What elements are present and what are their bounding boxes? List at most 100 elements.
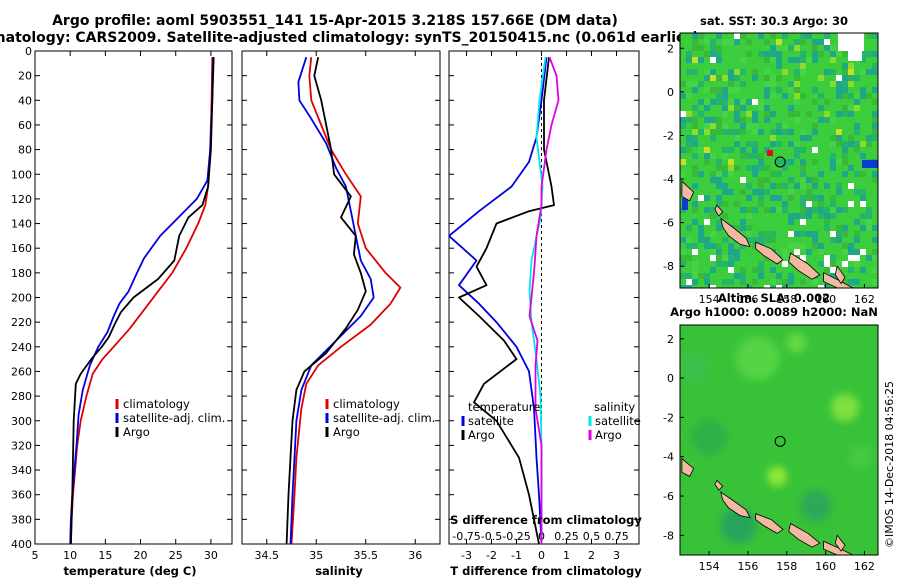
sst-cell — [758, 189, 764, 195]
sst-cell — [740, 189, 746, 195]
sst-cell — [788, 81, 794, 87]
sst-cell — [728, 81, 734, 87]
sst-cell — [698, 147, 704, 153]
sst-cell — [842, 225, 848, 231]
sst-cell — [848, 135, 854, 141]
sst-cell — [728, 171, 734, 177]
legend-label: climatology — [333, 397, 400, 411]
sst-cell — [692, 81, 698, 87]
difference-legend: temperature salinitysatelliteArgosatellit… — [461, 400, 641, 442]
sst-cell — [734, 165, 740, 171]
sst-cell — [722, 75, 728, 81]
sst-cell — [770, 45, 776, 51]
sst-cell — [848, 93, 854, 99]
sst-cell — [770, 51, 776, 57]
sst-cell — [716, 57, 722, 63]
sst-cell — [722, 87, 728, 93]
sst-cell — [764, 189, 770, 195]
sst-cell — [764, 93, 770, 99]
ytick-label: 160 — [11, 242, 32, 255]
sst-cell — [794, 57, 800, 63]
sst-cell — [680, 123, 686, 129]
sst-cell — [824, 33, 830, 39]
sst-cell — [734, 249, 740, 255]
sst-cell — [782, 207, 788, 213]
sst-cell — [812, 231, 818, 237]
sst-cell — [740, 273, 746, 279]
ytick-label: 220 — [11, 316, 32, 329]
sst-cell — [740, 147, 746, 153]
sst-cell — [722, 153, 728, 159]
sst-cell — [716, 261, 722, 267]
sla-blob — [848, 444, 873, 469]
series-line-t-argo — [458, 57, 555, 544]
sst-cell — [734, 99, 740, 105]
sst-cell — [740, 129, 746, 135]
sst-cell — [740, 219, 746, 225]
sst-cell — [758, 99, 764, 105]
sst-cell — [740, 69, 746, 75]
sst-cell — [758, 105, 764, 111]
sst-cell — [824, 117, 830, 123]
sst-cell — [812, 147, 818, 153]
sla-map-blobs — [680, 332, 873, 544]
sst-cell — [848, 69, 854, 75]
sst-cell — [728, 99, 734, 105]
sst-land-island — [834, 265, 846, 285]
sst-cell — [758, 153, 764, 159]
sst-cell — [794, 81, 800, 87]
sst-cell — [776, 63, 782, 69]
sst-cell — [770, 183, 776, 189]
sst-cell — [722, 93, 728, 99]
sst-cell — [704, 159, 710, 165]
sst-cell — [740, 33, 746, 39]
sst-cell — [692, 171, 698, 177]
sst-cell — [746, 207, 752, 213]
sst-cell — [698, 195, 704, 201]
sst-cell — [818, 249, 824, 255]
sst-cell — [734, 69, 740, 75]
s-xtick-label: 0.5 — [583, 530, 601, 543]
ytick-label: 20 — [18, 70, 32, 83]
sst-cell — [758, 129, 764, 135]
sst-cell — [752, 171, 758, 177]
sst-cell — [764, 81, 770, 87]
sst-cell — [776, 159, 782, 165]
sst-cell — [818, 243, 824, 249]
sst-cell — [830, 153, 836, 159]
sst-cell — [710, 39, 716, 45]
sst-cell — [872, 51, 878, 57]
sst-cell — [716, 165, 722, 171]
sst-cell — [740, 153, 746, 159]
sst-cell — [842, 171, 848, 177]
xtick-label: 5 — [32, 549, 39, 562]
sla-land-island — [720, 491, 751, 519]
sst-cell — [860, 189, 866, 195]
sst-cell — [866, 69, 872, 75]
sst-cell — [704, 129, 710, 135]
sst-cell — [854, 231, 860, 237]
sst-cell — [812, 183, 818, 189]
sst-cell — [842, 69, 848, 75]
map-ytick-label: 0 — [667, 372, 674, 385]
sst-cell — [848, 267, 854, 273]
sst-cell — [752, 237, 758, 243]
sst-cell — [716, 219, 722, 225]
sst-cell — [740, 225, 746, 231]
sst-cell — [848, 63, 854, 69]
map-ytick-label: -4 — [663, 451, 674, 464]
sst-cell — [692, 57, 698, 63]
sst-cell — [854, 219, 860, 225]
sst-cell — [764, 87, 770, 93]
sst-cell — [722, 165, 728, 171]
ytick-label: 280 — [11, 390, 32, 403]
sst-cell — [686, 225, 692, 231]
sst-cell — [824, 255, 830, 261]
sst-cell — [836, 75, 842, 81]
sst-map-frame — [679, 32, 879, 289]
map-ytick-label: 0 — [667, 86, 674, 99]
xtick-label: -1 — [511, 549, 522, 562]
map-xtick-label: 156 — [737, 293, 758, 306]
